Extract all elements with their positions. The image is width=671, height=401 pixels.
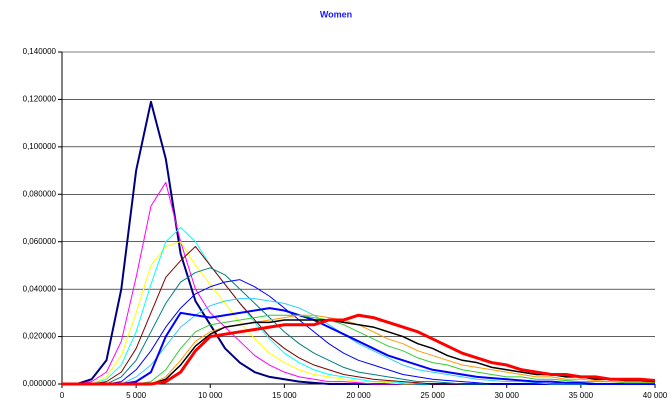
y-tick-label: 0,080000 (23, 189, 57, 198)
y-tick-label: 0,060000 (23, 237, 57, 246)
y-tick-label: 0,120000 (23, 95, 57, 104)
x-tick-label: 5 000 (126, 391, 147, 400)
x-tick-label: 25 000 (420, 391, 445, 400)
x-tick-label: 40 000 (643, 391, 668, 400)
series-line (62, 314, 655, 385)
y-tick-label: 0,100000 (23, 142, 57, 151)
series-line (62, 313, 656, 386)
y-tick-label: 0,140000 (23, 47, 57, 56)
series-line (62, 298, 655, 385)
x-tick-label: 0 (60, 391, 65, 400)
series-line (62, 307, 655, 385)
y-tick-label: 0,040000 (23, 284, 57, 293)
x-tick-label: 30 000 (495, 391, 520, 400)
y-tick-label: 0,000000 (23, 379, 57, 388)
x-tick-label: 15 000 (272, 391, 297, 400)
chart-title: Women (320, 9, 352, 19)
y-tick-label: 0,020000 (23, 332, 57, 341)
x-tick-label: 10 000 (198, 391, 223, 400)
x-tick-label: 20 000 (346, 391, 371, 400)
x-tick-label: 35 000 (569, 391, 594, 400)
